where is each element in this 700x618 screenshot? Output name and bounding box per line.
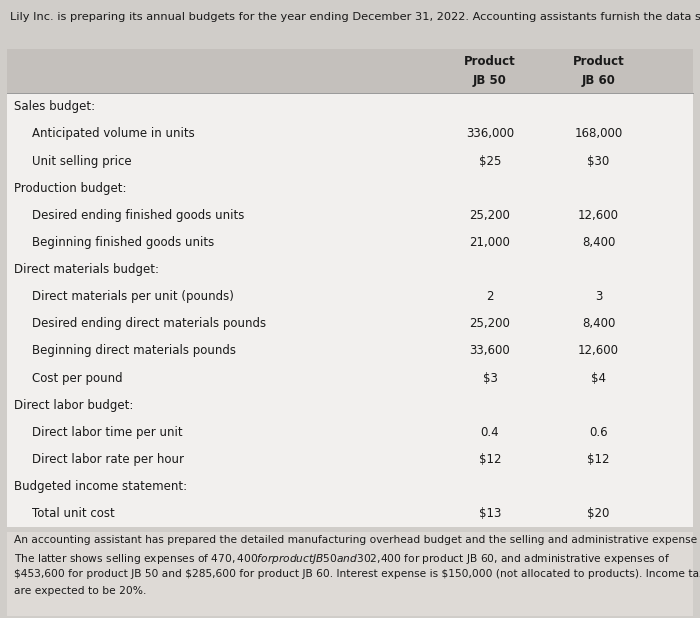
- Text: 2: 2: [486, 290, 493, 303]
- FancyBboxPatch shape: [7, 49, 693, 527]
- Text: Total unit cost: Total unit cost: [32, 507, 114, 520]
- Text: 0.4: 0.4: [481, 426, 499, 439]
- Text: 3: 3: [595, 290, 602, 303]
- Text: Production budget:: Production budget:: [14, 182, 127, 195]
- Text: $25: $25: [479, 154, 501, 167]
- Text: JB 50: JB 50: [473, 74, 507, 88]
- Text: 8,400: 8,400: [582, 317, 615, 330]
- Text: $3: $3: [482, 371, 498, 384]
- FancyBboxPatch shape: [7, 532, 693, 616]
- Text: Product: Product: [573, 54, 624, 68]
- Text: 33,600: 33,600: [470, 344, 510, 357]
- Text: 168,000: 168,000: [575, 127, 622, 140]
- Text: $12: $12: [587, 453, 610, 466]
- Text: Direct materials budget:: Direct materials budget:: [14, 263, 159, 276]
- Text: $12: $12: [479, 453, 501, 466]
- Text: 8,400: 8,400: [582, 236, 615, 249]
- Text: Direct labor rate per hour: Direct labor rate per hour: [32, 453, 183, 466]
- Text: An accounting assistant has prepared the detailed manufacturing overhead budget : An accounting assistant has prepared the…: [14, 535, 700, 544]
- Text: JB 60: JB 60: [582, 74, 615, 88]
- Text: 21,000: 21,000: [470, 236, 510, 249]
- Text: 12,600: 12,600: [578, 209, 619, 222]
- Text: Direct labor budget:: Direct labor budget:: [14, 399, 134, 412]
- Text: 25,200: 25,200: [470, 209, 510, 222]
- Text: Product: Product: [464, 54, 516, 68]
- Text: Beginning direct materials pounds: Beginning direct materials pounds: [32, 344, 235, 357]
- Text: Cost per pound: Cost per pound: [32, 371, 122, 384]
- Text: $4: $4: [591, 371, 606, 384]
- Text: The latter shows selling expenses of $470,400 for product JB 50 and $302,400 for: The latter shows selling expenses of $47…: [14, 552, 670, 566]
- Text: $13: $13: [479, 507, 501, 520]
- Text: Desired ending finished goods units: Desired ending finished goods units: [32, 209, 244, 222]
- Text: $453,600 for product JB 50 and $285,600 for product JB 60. Interest expense is $: $453,600 for product JB 50 and $285,600 …: [14, 569, 700, 579]
- Text: Beginning finished goods units: Beginning finished goods units: [32, 236, 214, 249]
- Text: 25,200: 25,200: [470, 317, 510, 330]
- Text: 12,600: 12,600: [578, 344, 619, 357]
- Text: Unit selling price: Unit selling price: [32, 154, 131, 167]
- Text: 336,000: 336,000: [466, 127, 514, 140]
- Text: Desired ending direct materials pounds: Desired ending direct materials pounds: [32, 317, 265, 330]
- Text: Sales budget:: Sales budget:: [14, 100, 95, 113]
- Text: Budgeted income statement:: Budgeted income statement:: [14, 480, 187, 493]
- Text: Lily Inc. is preparing its annual budgets for the year ending December 31, 2022.: Lily Inc. is preparing its annual budget…: [10, 12, 700, 22]
- Text: 0.6: 0.6: [589, 426, 608, 439]
- FancyBboxPatch shape: [7, 49, 693, 93]
- Text: are expected to be 20%.: are expected to be 20%.: [14, 586, 146, 596]
- Text: $30: $30: [587, 154, 610, 167]
- Text: Direct materials per unit (pounds): Direct materials per unit (pounds): [32, 290, 233, 303]
- Text: $20: $20: [587, 507, 610, 520]
- Text: Direct labor time per unit: Direct labor time per unit: [32, 426, 182, 439]
- Text: Anticipated volume in units: Anticipated volume in units: [32, 127, 195, 140]
